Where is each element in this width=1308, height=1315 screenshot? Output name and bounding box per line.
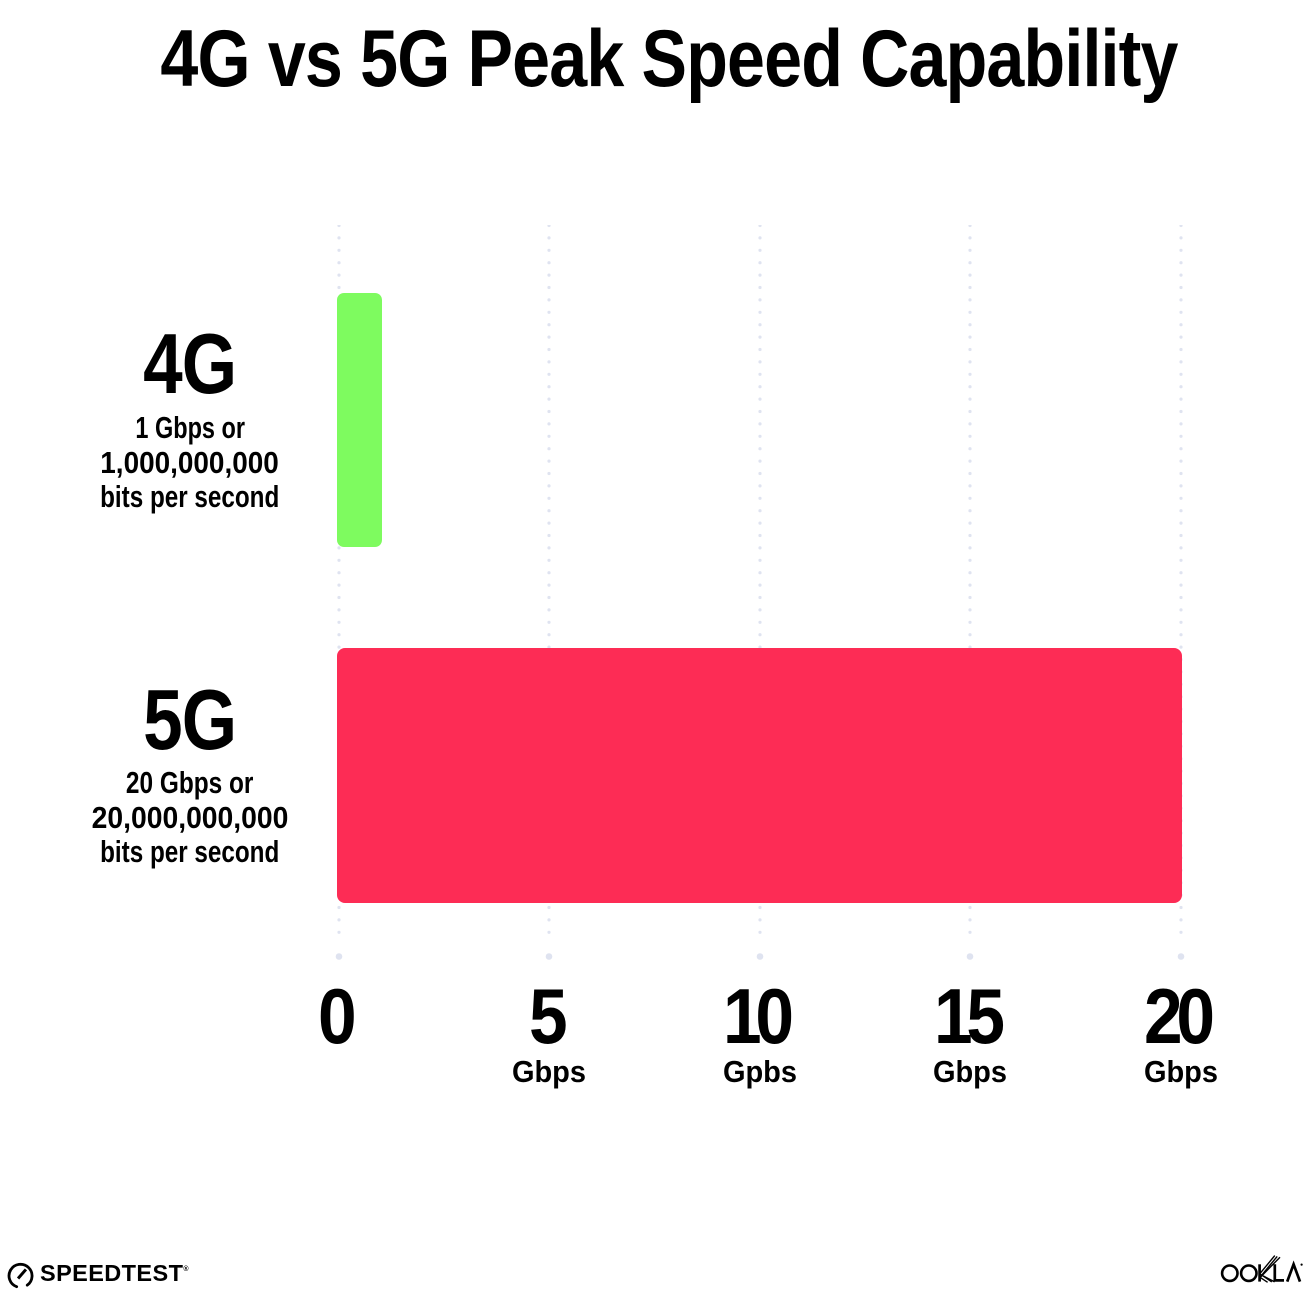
ookla-logo: [1217, 1248, 1303, 1291]
x-tick-label-5: 5: [399, 977, 699, 1055]
gridline-end-dot: [545, 953, 553, 960]
row-label-4g: 4G 1 Gbps or 1,000,000,000 bits per second: [40, 322, 340, 515]
category-sublabel-line: 20 Gbps or: [40, 766, 340, 801]
speedometer-gauge-icon: [7, 1262, 34, 1289]
gridline-dotted-svg: [335, 223, 342, 960]
x-tick-label-0: 0: [189, 977, 489, 1055]
chart-title: 4G vs 5G Peak Speed Capability: [160, 14, 1178, 104]
category-sublabel-line-text: bits per second: [100, 835, 280, 870]
category-sublabel-line-text: bits per second: [100, 480, 280, 515]
gridline-end-dot: [335, 953, 342, 960]
x-tick-label-10: 10: [610, 977, 910, 1055]
gridline-0: [335, 223, 343, 965]
gridline-dotted-svg: [966, 223, 974, 960]
gridline-5: [545, 223, 553, 965]
category-sublabel: 1 Gbps or 1,000,000,000 bits per second: [40, 411, 340, 515]
x-tick-label-text: 15: [933, 972, 1005, 1060]
x-tick-label-text: 10: [723, 972, 794, 1060]
x-tick-unit-text: Gbps: [932, 1055, 1008, 1089]
x-tick-unit-20: Gbps: [1081, 1057, 1281, 1088]
gridline-20: [1177, 223, 1185, 965]
category-name: 4G: [40, 322, 340, 407]
category-sublabel: 20 Gbps or 20,000,000,000 bits per second: [40, 766, 340, 870]
x-tick-label-20: 20: [1031, 977, 1308, 1055]
gridline-dotted-svg: [1177, 223, 1184, 960]
category-name: 5G: [40, 678, 340, 763]
x-tick-unit-5: Gbps: [449, 1057, 649, 1088]
gridline-end-dot: [966, 953, 974, 960]
bar-5g: [337, 648, 1182, 903]
row-label-5g: 5G 20 Gbps or 20,000,000,000 bits per secon…: [40, 678, 340, 870]
gridline-10: [756, 223, 764, 965]
x-tick-label-text: 0: [318, 972, 357, 1060]
speedtest-wordmark: SPEEDTEST®: [40, 1259, 189, 1292]
x-tick-unit-text: Gbps: [1143, 1055, 1218, 1089]
category-sublabel-line: 1 Gbps or: [40, 411, 340, 446]
ookla-trademark: [1300, 1263, 1303, 1266]
category-sublabel-line-text: 20,000,000,000: [91, 800, 289, 835]
category-sublabel-line: 1,000,000,000: [40, 446, 340, 481]
speedtest-logo: [6, 1260, 35, 1296]
speedtest-trademark: ®: [183, 1265, 189, 1273]
x-tick-unit-15: Gbps: [870, 1057, 1070, 1088]
x-tick-label-15: 15: [820, 977, 1120, 1055]
x-tick-unit-text: Gbps: [511, 1055, 587, 1089]
category-sublabel-line-text: 20 Gbps or: [126, 766, 254, 801]
x-tick-label-text: 20: [1144, 972, 1215, 1060]
category-name-text: 4G: [143, 317, 237, 413]
category-sublabel-line-text: 1,000,000,000: [100, 445, 280, 480]
x-tick-unit-text: Gpbs: [722, 1055, 797, 1089]
ookla-wordmark: [1220, 1255, 1303, 1283]
gridline-dotted-svg: [545, 223, 553, 960]
category-sublabel-line: 20,000,000,000: [40, 801, 340, 836]
category-name-text: 5G: [143, 673, 237, 769]
category-sublabel-line: bits per second: [40, 480, 340, 515]
gridline-dotted-svg: [756, 223, 763, 960]
gridline-end-dot: [1177, 953, 1184, 960]
category-sublabel-line: bits per second: [40, 835, 340, 870]
x-tick-label-text: 5: [528, 972, 568, 1060]
bar-4g: [337, 293, 382, 547]
category-sublabel-line-text: 1 Gbps or: [135, 411, 245, 446]
gridline-end-dot: [756, 953, 763, 960]
x-tick-unit-10: Gpbs: [660, 1057, 860, 1088]
speedtest-wordmark-text: SPEEDTEST: [40, 1259, 184, 1286]
gridline-15: [966, 223, 974, 965]
